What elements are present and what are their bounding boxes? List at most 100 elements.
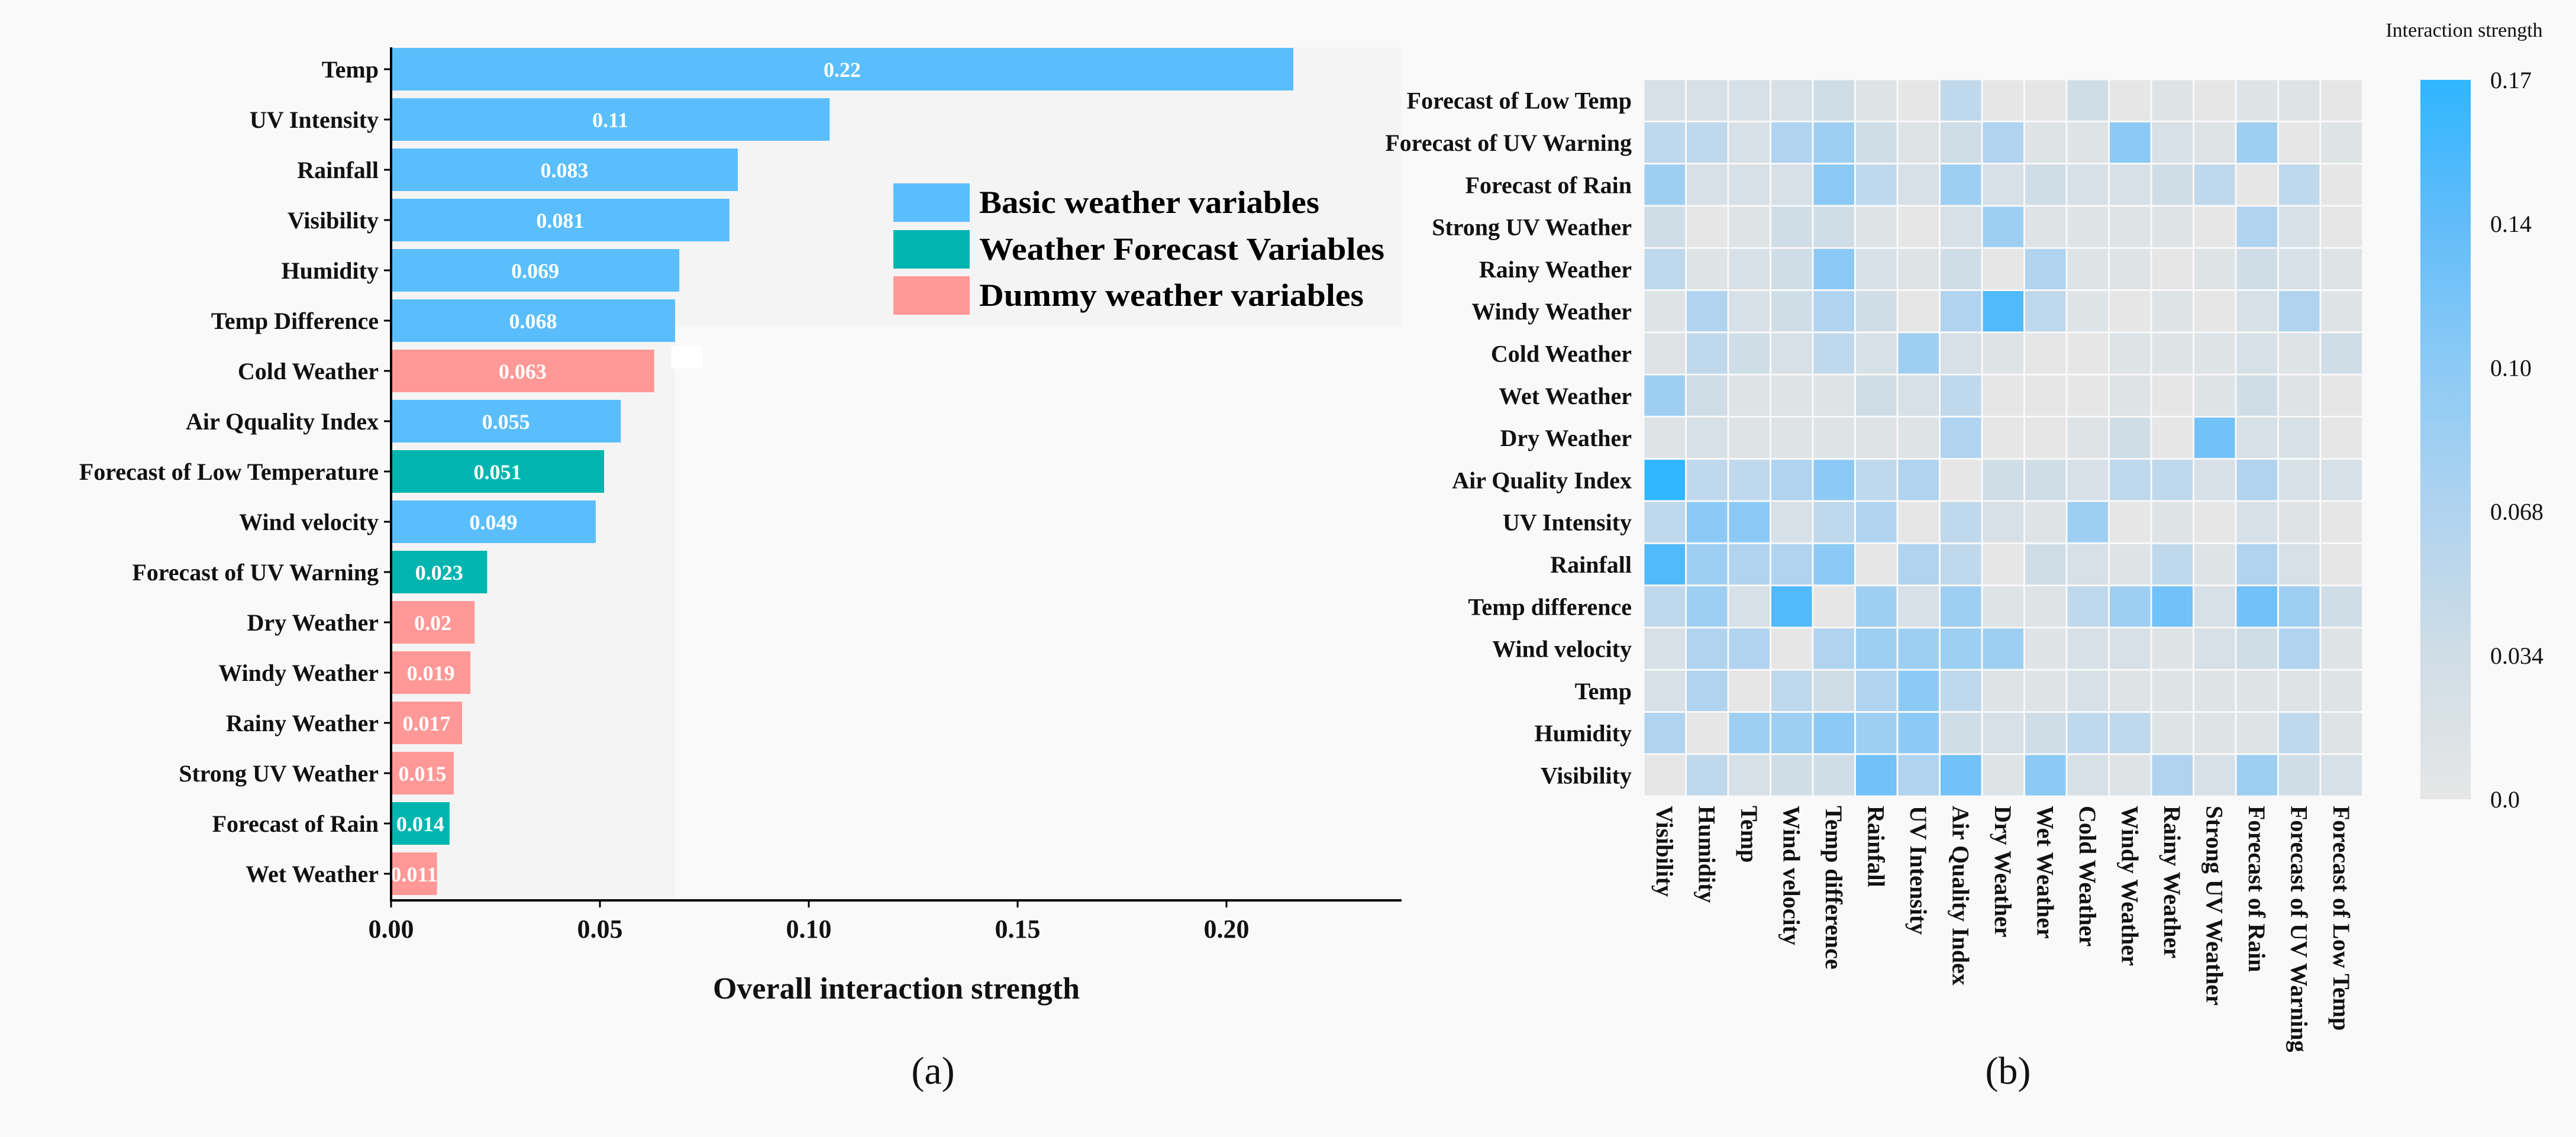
bar [391, 249, 680, 292]
heatmap-cell [1856, 164, 1897, 205]
heatmap-cell [2236, 206, 2277, 247]
heatmap-cell [2279, 248, 2320, 289]
category-label: Wet Weather [246, 861, 379, 887]
legend-label: Weather Forecast Variables [979, 231, 1384, 267]
bar-value-label: 0.023 [415, 561, 463, 584]
heatmap-cell [2025, 206, 2066, 247]
heatmap-cell [1771, 670, 1812, 711]
heatmap-cell [1687, 670, 1728, 711]
colorbar-tick-label: 0.034 [2490, 642, 2543, 669]
heatmap-cell [2110, 206, 2151, 247]
bar [391, 199, 729, 241]
heatmap-cell [2279, 206, 2320, 247]
heatmap-cell [1983, 206, 2023, 247]
heatmap-cell [1813, 122, 1854, 163]
category-label: Rainy Weather [226, 710, 379, 737]
heatmap-cell [1729, 248, 1770, 289]
heatmap-cell [1856, 417, 1897, 458]
heatmap-cell [1983, 502, 2023, 542]
heatmap-cell [1729, 586, 1770, 627]
heatmap-cell [2110, 586, 2151, 627]
row-label: Forecast of Low Temp [1407, 88, 1632, 114]
heatmap-cell [1687, 586, 1728, 627]
heatmap-cell [1771, 291, 1812, 332]
heatmap-cell [1813, 755, 1854, 796]
heatmap-cell [1644, 333, 1685, 374]
heatmap-cell [2279, 586, 2320, 627]
bar-value-label: 0.22 [824, 58, 861, 82]
heatmap-cell [2110, 460, 2151, 500]
heatmap-cell [1687, 164, 1728, 205]
heatmap-cell [1771, 502, 1812, 542]
heatmap-cell [1983, 628, 2023, 669]
heatmap-panel: Forecast of Low Temp Forecast of UV Warni… [1385, 20, 2543, 1093]
heatmap-cell [1856, 460, 1897, 500]
bar-value-label: 0.11 [592, 108, 628, 132]
bar [391, 450, 605, 493]
heatmap-cell [1813, 248, 1854, 289]
heatmap-cell [1983, 164, 2023, 205]
colorbar-tick-label: 0.10 [2490, 354, 2532, 381]
heatmap-cell [2067, 80, 2108, 121]
heatmap-cell [1856, 80, 1897, 121]
column-label: Wind velocity [1778, 806, 1805, 945]
heatmap-cell [1941, 586, 1981, 627]
heatmap-cell [1941, 460, 1981, 500]
heatmap-cell [1813, 713, 1854, 754]
heatmap-cell [1729, 460, 1770, 500]
colorbar-tick-label: 0.17 [2490, 67, 2532, 93]
heatmap-cell [1941, 417, 1981, 458]
heatmap-cell [2152, 586, 2193, 627]
heatmap-cell [2110, 755, 2151, 796]
heatmap-cell [1813, 670, 1854, 711]
heatmap-cell [1898, 80, 1939, 121]
heatmap-cell [2279, 80, 2320, 121]
panel-label-a: (a) [911, 1049, 954, 1093]
heatmap-cell [2025, 248, 2066, 289]
heatmap-cell [1983, 713, 2023, 754]
heatmap-cell [1856, 248, 1897, 289]
heatmap-cell [2279, 713, 2320, 754]
heatmap-cell [1771, 122, 1812, 163]
heatmap-cell [1644, 248, 1685, 289]
heatmap-cell [2152, 755, 2193, 796]
heatmap-cell [2321, 755, 2362, 796]
row-label: Wet Weather [1499, 383, 1632, 409]
heatmap-cell [2025, 417, 2066, 458]
heatmap-cell [1644, 291, 1685, 332]
category-label: Humidity [282, 257, 379, 284]
heatmap-cell [2025, 586, 2066, 627]
heatmap-cell [1687, 544, 1728, 585]
heatmap-cell [1729, 713, 1770, 754]
heatmap-cell [2279, 670, 2320, 711]
row-label: UV Intensity [1503, 509, 1632, 536]
heatmap-cell [2236, 375, 2277, 416]
heatmap-cell [2152, 333, 2193, 374]
heatmap-cell [2152, 502, 2193, 542]
row-label: Rainfall [1550, 551, 1632, 578]
heatmap-cell [2194, 164, 2235, 205]
heatmap-cell [2067, 417, 2108, 458]
heatmap-cell [1898, 502, 1939, 542]
column-label: Rainfall [1862, 806, 1889, 887]
heatmap-cell [1729, 333, 1770, 374]
heatmap-cell [2194, 248, 2235, 289]
category-label: Temp Difference [211, 308, 379, 334]
heatmap-cell [1644, 460, 1685, 500]
heatmap-cell [2194, 375, 2235, 416]
heatmap-cell [1687, 713, 1728, 754]
bar [391, 400, 621, 442]
heatmap-cell [1644, 628, 1685, 669]
heatmap-cell [1644, 502, 1685, 542]
heatmap-cell [1771, 248, 1812, 289]
heatmap-cell [1983, 291, 2023, 332]
heatmap-cell [1729, 502, 1770, 542]
heatmap-cell [1898, 586, 1939, 627]
heatmap-cell [1941, 206, 1981, 247]
heatmap-cell [2236, 333, 2277, 374]
heatmap-cell [2025, 502, 2066, 542]
row-label: Air Quality Index [1452, 467, 1632, 493]
heatmap-cell [2110, 628, 2151, 669]
heatmap-cell [1687, 755, 1728, 796]
column-label: Forecast of Rain [2243, 806, 2270, 972]
